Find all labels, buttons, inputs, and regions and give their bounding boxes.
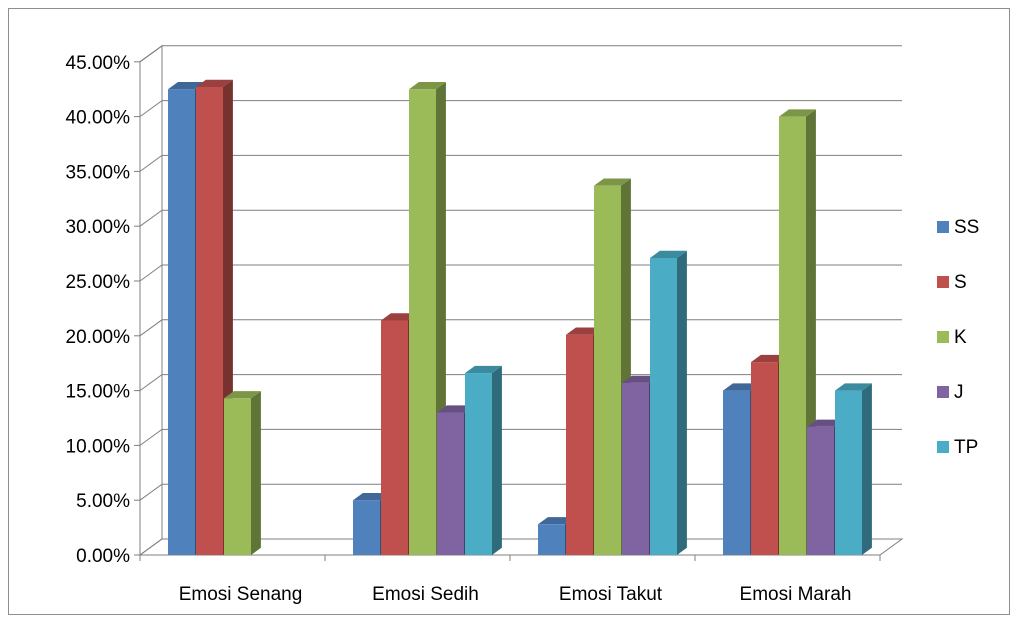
legend-label: TP — [954, 437, 978, 458]
bar-top-face — [409, 82, 446, 90]
y-tick-labels: 0.00% 5.00% 10.00% 15.00% 20.00% 25.00% 30.00%… — [66, 53, 131, 567]
bar-J-1 — [437, 405, 474, 555]
x-tick-label: Emosi Senang — [179, 584, 303, 605]
bar-front-face — [353, 500, 380, 555]
bar-top-face — [437, 405, 474, 413]
bar-top-face — [566, 327, 603, 335]
y-tick-label: 0.00% — [76, 546, 130, 567]
y-tick-label: 35.00% — [66, 162, 131, 183]
side-wall — [139, 44, 163, 556]
bar-front-face — [168, 89, 195, 555]
bar-front-face — [807, 426, 834, 555]
x-tick-labels: Emosi Senang Emosi Sedih Emosi Takut Emosi … — [179, 584, 852, 605]
legend-swatch — [937, 276, 949, 288]
bar-top-face — [594, 178, 631, 186]
bar-front-face — [779, 116, 806, 555]
bar-TP-2 — [650, 250, 687, 555]
legend-swatch — [937, 386, 949, 398]
bar-top-face — [224, 391, 261, 399]
bar-front-face — [751, 362, 778, 555]
bar-front-face — [196, 87, 223, 556]
y-tick-label: 20.00% — [66, 327, 131, 348]
bar-TP-3 — [835, 383, 872, 555]
y-tick-label: 15.00% — [66, 382, 131, 403]
gridline — [139, 45, 902, 63]
bar-side-face — [251, 391, 261, 555]
y-tick-label: 10.00% — [66, 436, 131, 457]
bar-front-face — [723, 390, 750, 555]
bar-front-face — [381, 320, 408, 555]
bar-side-face — [862, 383, 872, 555]
legend-item-K: K — [937, 327, 967, 348]
bar-top-face — [353, 493, 390, 501]
bar-top-face — [381, 313, 418, 321]
bar-top-face — [465, 365, 502, 374]
x-tick-label: Emosi Takut — [559, 584, 663, 605]
legend-label: K — [954, 327, 967, 348]
y-tick-label: 30.00% — [66, 217, 131, 238]
legend-item-S: S — [937, 272, 967, 293]
bar-side-face — [677, 250, 687, 555]
bar-front-face — [538, 524, 565, 555]
bar-front-face — [437, 412, 464, 555]
bar-K-1 — [409, 82, 446, 555]
bar-front-face — [650, 257, 677, 555]
chart-walls — [138, 44, 904, 556]
bar-front-face — [622, 382, 649, 555]
legend-label: S — [954, 272, 967, 293]
bar-top-face — [622, 375, 659, 383]
bar-top-face — [538, 517, 575, 525]
bar-front-face — [594, 185, 621, 555]
legend-swatch — [937, 331, 949, 343]
legend-swatch — [937, 221, 949, 233]
y-tick-label: 5.00% — [76, 491, 130, 512]
gridline — [139, 154, 902, 172]
y-tick-label: 45.00% — [66, 53, 131, 74]
bar-K-0 — [224, 391, 261, 555]
legend-item-SS: SS — [937, 217, 979, 238]
bar-top-face — [779, 109, 816, 117]
gridline — [139, 100, 902, 118]
bars — [168, 79, 872, 556]
bar-side-face — [492, 365, 502, 555]
legend-item-TP: TP — [937, 437, 978, 458]
bar-front-face — [224, 398, 251, 555]
y-tick-label: 40.00% — [66, 108, 131, 129]
bar-top-face — [650, 250, 687, 258]
x-tick-label: Emosi Marah — [740, 584, 852, 605]
bar-top-face — [196, 79, 233, 88]
x-tick-label: Emosi Sedih — [372, 584, 479, 605]
bar-top-face — [723, 383, 760, 391]
bar-front-face — [409, 89, 436, 555]
bar-top-face — [751, 354, 788, 363]
legend-item-J: J — [937, 382, 964, 403]
bar-top-face — [168, 82, 205, 90]
bar-top-face — [807, 419, 844, 427]
legend-label: J — [954, 382, 964, 403]
legend-label: SS — [954, 217, 979, 238]
y-tick-label: 25.00% — [66, 272, 131, 293]
legend-swatch — [937, 441, 949, 453]
bar-front-face — [835, 390, 862, 555]
bar-front-face — [566, 334, 593, 555]
bar-front-face — [465, 373, 492, 555]
bar-TP-1 — [465, 365, 502, 555]
gridline — [139, 209, 902, 227]
bar-top-face — [835, 383, 872, 391]
